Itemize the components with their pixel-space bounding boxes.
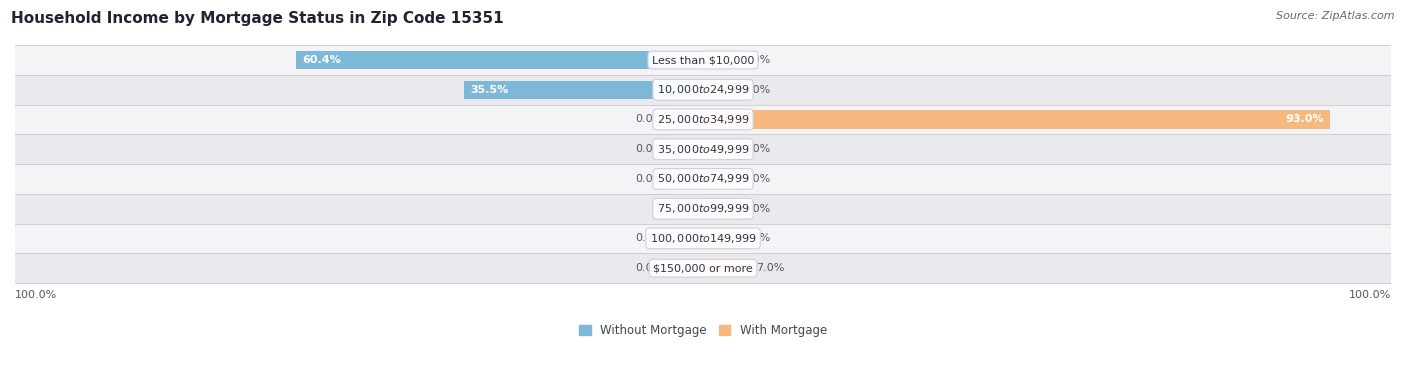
Bar bbox=[15, 75, 1391, 105]
Bar bbox=[669, 110, 703, 129]
Text: $50,000 to $74,999: $50,000 to $74,999 bbox=[657, 172, 749, 185]
Bar bbox=[703, 140, 737, 158]
Text: Household Income by Mortgage Status in Zip Code 15351: Household Income by Mortgage Status in Z… bbox=[11, 11, 503, 26]
Text: 35.5%: 35.5% bbox=[470, 85, 509, 95]
Text: 100.0%: 100.0% bbox=[1348, 290, 1391, 300]
Text: 0.0%: 0.0% bbox=[636, 115, 664, 124]
Text: 0.0%: 0.0% bbox=[742, 233, 770, 244]
Bar bbox=[703, 199, 737, 218]
Text: $75,000 to $99,999: $75,000 to $99,999 bbox=[657, 202, 749, 215]
Text: 4.1%: 4.1% bbox=[682, 204, 713, 214]
Bar bbox=[295, 51, 703, 69]
Bar bbox=[15, 224, 1391, 253]
Bar bbox=[703, 81, 737, 99]
Bar bbox=[464, 81, 703, 99]
Bar bbox=[669, 140, 703, 158]
Text: 0.0%: 0.0% bbox=[742, 55, 770, 65]
Text: 0.0%: 0.0% bbox=[636, 233, 664, 244]
Bar bbox=[703, 110, 1330, 129]
Bar bbox=[703, 229, 737, 248]
Bar bbox=[703, 170, 737, 188]
Legend: Without Mortgage, With Mortgage: Without Mortgage, With Mortgage bbox=[579, 324, 827, 337]
Bar bbox=[703, 51, 737, 69]
Text: $35,000 to $49,999: $35,000 to $49,999 bbox=[657, 143, 749, 156]
Text: 0.0%: 0.0% bbox=[742, 85, 770, 95]
Text: 100.0%: 100.0% bbox=[15, 290, 58, 300]
Text: 0.0%: 0.0% bbox=[636, 263, 664, 273]
Text: $10,000 to $24,999: $10,000 to $24,999 bbox=[657, 83, 749, 96]
Text: 0.0%: 0.0% bbox=[636, 174, 664, 184]
Text: 0.0%: 0.0% bbox=[636, 144, 664, 154]
Bar bbox=[669, 259, 703, 277]
Text: 0.0%: 0.0% bbox=[742, 174, 770, 184]
Text: 93.0%: 93.0% bbox=[1285, 115, 1323, 124]
Bar bbox=[675, 199, 703, 218]
Text: $25,000 to $34,999: $25,000 to $34,999 bbox=[657, 113, 749, 126]
Text: Source: ZipAtlas.com: Source: ZipAtlas.com bbox=[1277, 11, 1395, 21]
Bar bbox=[669, 229, 703, 248]
Text: 60.4%: 60.4% bbox=[302, 55, 342, 65]
Bar bbox=[15, 253, 1391, 283]
Bar bbox=[15, 134, 1391, 164]
Bar bbox=[15, 194, 1391, 224]
Text: 0.0%: 0.0% bbox=[742, 144, 770, 154]
Bar bbox=[15, 45, 1391, 75]
Text: $100,000 to $149,999: $100,000 to $149,999 bbox=[650, 232, 756, 245]
Bar bbox=[15, 164, 1391, 194]
Bar bbox=[703, 259, 751, 277]
Text: $150,000 or more: $150,000 or more bbox=[654, 263, 752, 273]
Text: Less than $10,000: Less than $10,000 bbox=[652, 55, 754, 65]
Bar bbox=[669, 170, 703, 188]
Text: 0.0%: 0.0% bbox=[742, 204, 770, 214]
Text: 7.0%: 7.0% bbox=[755, 263, 785, 273]
Bar bbox=[15, 105, 1391, 134]
